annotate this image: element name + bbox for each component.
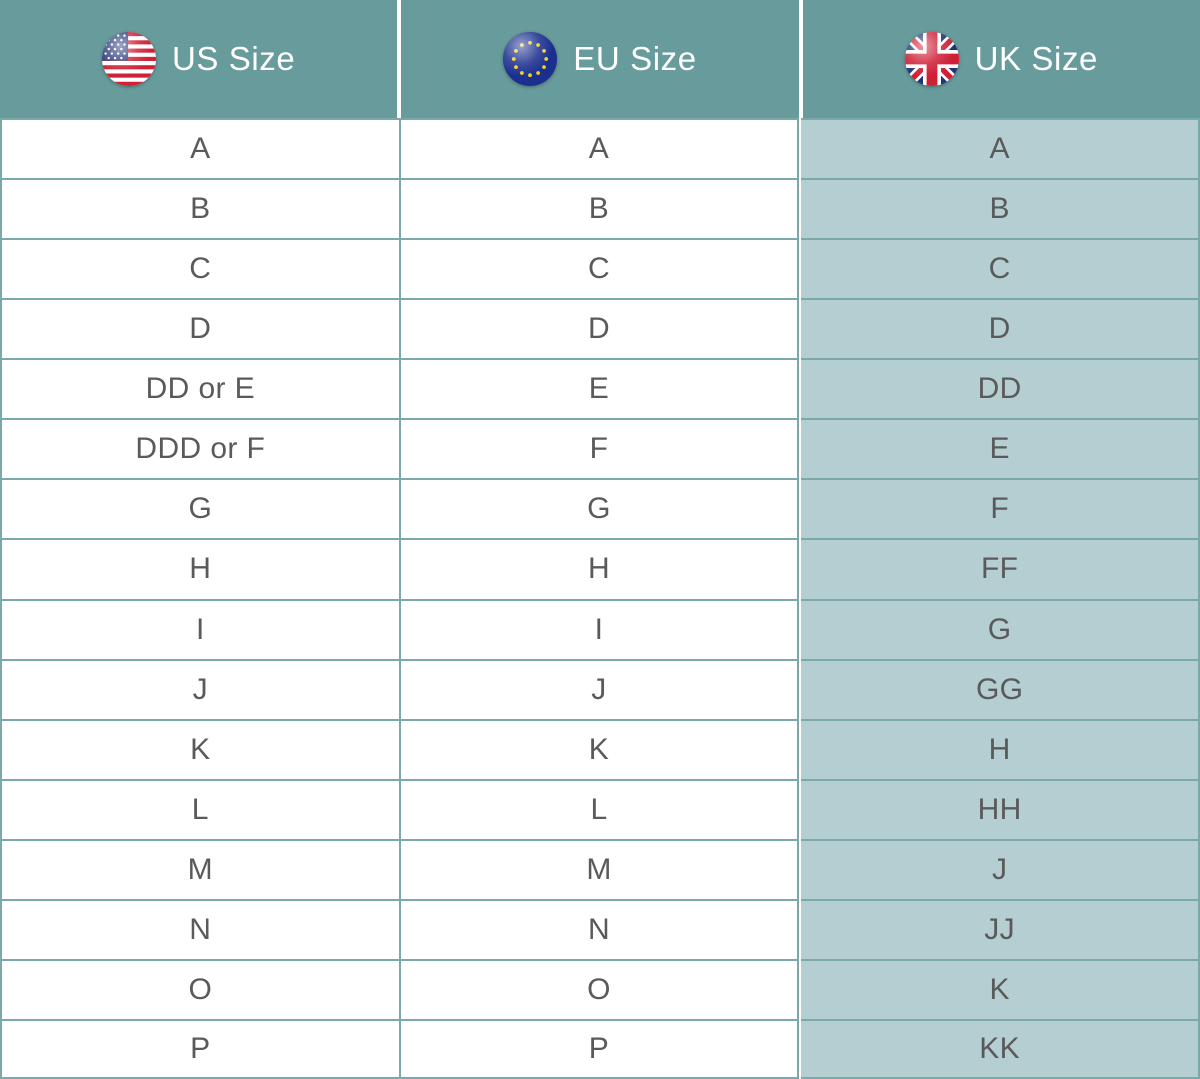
column-header-eu[interactable]: EU Size bbox=[401, 0, 799, 118]
cell-eu-size: N bbox=[400, 898, 800, 959]
column-header-label-us: US Size bbox=[171, 40, 296, 77]
cell-uk-size: B bbox=[801, 178, 1200, 239]
column-header-label-eu: EU Size bbox=[573, 40, 697, 77]
cell-us-size: N bbox=[0, 898, 401, 959]
cell-uk-size: C bbox=[801, 238, 1200, 299]
cell-eu-size: I bbox=[400, 598, 800, 659]
table-row: B B B bbox=[0, 178, 1200, 239]
cell-eu-size: A bbox=[400, 118, 800, 179]
cell-uk-size: DD bbox=[801, 358, 1200, 419]
cell-us-size: A bbox=[0, 118, 401, 179]
cell-us-size: I bbox=[0, 598, 401, 659]
cell-eu-size: K bbox=[400, 718, 800, 779]
cell-uk-size: A bbox=[801, 118, 1200, 179]
table-row: H H FF bbox=[0, 538, 1200, 599]
cell-us-size: C bbox=[0, 238, 401, 299]
table-row: N N JJ bbox=[0, 898, 1200, 959]
cell-eu-size: B bbox=[400, 178, 800, 239]
cell-uk-size: GG bbox=[801, 658, 1200, 719]
table-row: L L HH bbox=[0, 778, 1200, 839]
table-row: M M J bbox=[0, 838, 1200, 899]
cell-uk-size: HH bbox=[801, 778, 1200, 839]
us-flag-icon bbox=[101, 32, 156, 86]
cell-us-size: K bbox=[0, 718, 401, 779]
cell-us-size: J bbox=[0, 658, 401, 719]
cell-uk-size: J bbox=[801, 838, 1200, 899]
table-row: A A A bbox=[0, 118, 1200, 179]
cell-eu-size: J bbox=[400, 658, 800, 719]
cell-eu-size: E bbox=[400, 358, 800, 419]
table-row: C C C bbox=[0, 238, 1200, 299]
cell-uk-size: JJ bbox=[801, 898, 1200, 959]
eu-flag-icon bbox=[503, 32, 558, 86]
table-header-row: US Size bbox=[0, 0, 1200, 118]
cell-eu-size: D bbox=[400, 298, 800, 359]
table-row: DDD or F F E bbox=[0, 418, 1200, 479]
table-row: K K H bbox=[0, 718, 1200, 779]
cell-eu-size: M bbox=[400, 838, 800, 899]
cell-eu-size: L bbox=[400, 778, 800, 839]
cell-us-size: DD or E bbox=[0, 358, 401, 419]
table-body: A A A B B B C C C D D D DD or E E DD DDD… bbox=[0, 118, 1200, 1079]
cell-eu-size: O bbox=[400, 958, 800, 1019]
cell-us-size: M bbox=[0, 838, 401, 899]
cell-uk-size: F bbox=[801, 478, 1200, 539]
column-header-us[interactable]: US Size bbox=[0, 0, 398, 118]
table-row: I I G bbox=[0, 598, 1200, 659]
cell-eu-size: F bbox=[400, 418, 800, 479]
cell-uk-size: FF bbox=[801, 538, 1200, 599]
cell-uk-size: KK bbox=[801, 1018, 1200, 1079]
cell-us-size: L bbox=[0, 778, 401, 839]
cell-eu-size: P bbox=[400, 1018, 800, 1079]
table-row: DD or E E DD bbox=[0, 358, 1200, 419]
cell-eu-size: H bbox=[400, 538, 800, 599]
column-header-label-uk: UK Size bbox=[974, 40, 1099, 77]
cell-us-size: G bbox=[0, 478, 401, 539]
cell-us-size: O bbox=[0, 958, 401, 1019]
cell-us-size: B bbox=[0, 178, 401, 239]
cell-us-size: DDD or F bbox=[0, 418, 401, 479]
cell-eu-size: C bbox=[400, 238, 800, 299]
cell-eu-size: G bbox=[400, 478, 800, 539]
cell-uk-size: D bbox=[801, 298, 1200, 359]
table-row: D D D bbox=[0, 298, 1200, 359]
cell-uk-size: K bbox=[801, 958, 1200, 1019]
cell-us-size: D bbox=[0, 298, 401, 359]
table-row: O O K bbox=[0, 958, 1200, 1019]
cell-us-size: H bbox=[0, 538, 401, 599]
column-header-uk[interactable]: UK Size bbox=[802, 0, 1200, 118]
table-row: P P KK bbox=[0, 1018, 1200, 1079]
uk-flag-icon bbox=[904, 32, 959, 86]
cell-uk-size: E bbox=[801, 418, 1200, 479]
cell-uk-size: G bbox=[801, 598, 1200, 659]
table-row: J J GG bbox=[0, 658, 1200, 719]
cell-us-size: P bbox=[0, 1018, 401, 1079]
table-row: G G F bbox=[0, 478, 1200, 539]
cell-uk-size: H bbox=[801, 718, 1200, 779]
